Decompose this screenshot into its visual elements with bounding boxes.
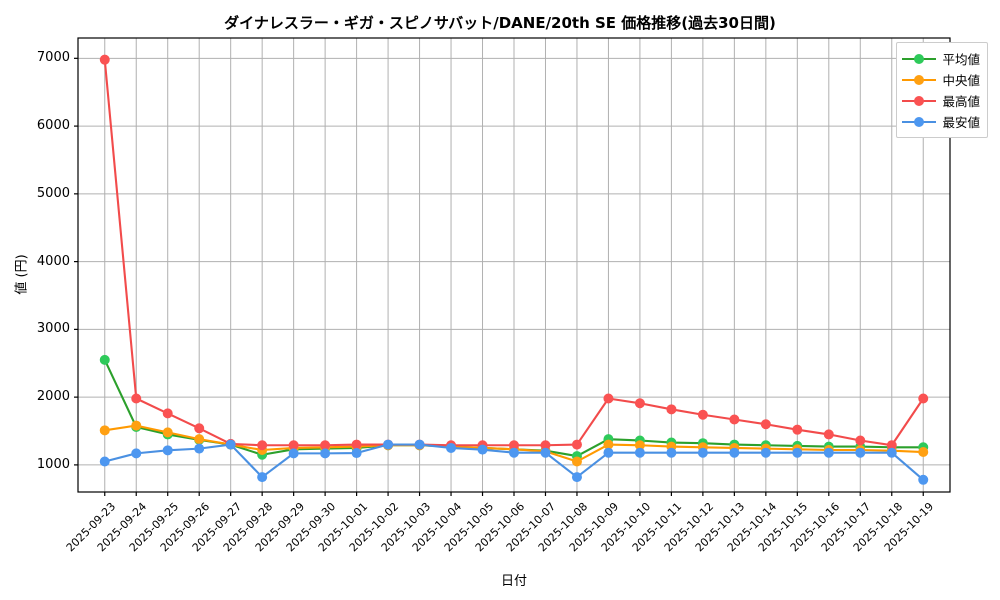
data-point-marker: [540, 447, 551, 458]
data-point-marker: [194, 434, 205, 445]
data-point-marker: [792, 447, 803, 458]
data-point-marker: [162, 445, 173, 456]
data-point-marker: [918, 474, 929, 485]
legend-item[interactable]: 最高値: [902, 90, 980, 111]
data-point-marker: [320, 448, 331, 459]
legend-item[interactable]: 中央値: [902, 69, 980, 90]
legend-swatch-icon: [902, 74, 937, 86]
data-point-marker: [131, 393, 142, 404]
data-point-marker: [886, 447, 897, 458]
y-tick-label: 5000: [36, 185, 70, 201]
data-point-marker: [162, 427, 173, 438]
data-point-marker: [351, 448, 362, 459]
data-point-marker: [509, 447, 519, 458]
data-point-marker: [446, 442, 457, 453]
data-point-marker: [257, 472, 268, 483]
data-point-marker: [225, 439, 236, 450]
data-point-marker: [855, 435, 866, 446]
data-point-marker: [760, 447, 771, 458]
data-point-marker: [697, 409, 708, 420]
data-point-marker: [540, 440, 551, 451]
data-point-marker: [729, 447, 740, 458]
data-point-marker: [351, 439, 362, 450]
data-point-marker: [194, 423, 205, 434]
data-point-marker: [666, 404, 677, 415]
data-point-marker: [603, 447, 614, 458]
data-point-marker: [477, 444, 488, 455]
data-point-marker: [603, 439, 614, 450]
data-point-marker: [257, 440, 268, 451]
chart-title: ダイナレスラー・ギガ・スピノサバット/DANE/20th SE 価格推移(過去3…: [224, 14, 776, 32]
legend-item[interactable]: 最安値: [902, 111, 980, 132]
data-point-marker: [99, 425, 110, 436]
legend-swatch-icon: [902, 116, 937, 128]
data-point-marker: [792, 424, 803, 435]
x-axis-label: 日付: [500, 574, 527, 589]
gridlines: [78, 38, 950, 492]
data-point-marker: [634, 440, 645, 451]
data-point-marker: [571, 439, 582, 450]
series-4: [99, 439, 929, 485]
y-tick-label: 2000: [36, 389, 70, 405]
axis-ticks: [74, 57, 924, 496]
data-point-marker: [823, 447, 834, 458]
data-point-marker: [288, 440, 299, 451]
y-tick-label: 6000: [36, 118, 70, 134]
legend-item[interactable]: 平均値: [902, 48, 980, 69]
legend-swatch-icon: [902, 53, 937, 65]
data-point-marker: [288, 448, 299, 459]
data-point-marker: [131, 448, 142, 459]
data-point-marker: [855, 447, 866, 458]
legend-swatch-icon: [902, 95, 937, 107]
y-axis-label: 値 (円): [14, 254, 30, 295]
data-point-marker: [571, 472, 582, 483]
legend-label: 平均値: [942, 52, 980, 67]
data-point-marker: [571, 456, 582, 467]
y-tick-label: 1000: [36, 456, 70, 472]
data-point-marker: [886, 440, 897, 451]
data-point-marker: [634, 398, 645, 409]
y-tick-label: 3000: [36, 321, 70, 337]
data-point-marker: [194, 443, 205, 454]
data-point-marker: [509, 440, 519, 451]
data-point-marker: [729, 414, 740, 425]
data-point-marker: [414, 439, 425, 450]
legend-label: 最高値: [942, 94, 980, 109]
data-point-marker: [99, 54, 110, 65]
data-point-marker: [823, 429, 834, 440]
legend-label: 最安値: [942, 115, 980, 130]
data-point-marker: [634, 447, 645, 458]
data-point-marker: [383, 439, 394, 450]
data-point-marker: [99, 354, 110, 365]
y-tick-label: 4000: [36, 253, 70, 269]
y-tick-label: 7000: [36, 50, 70, 66]
data-point-marker: [320, 440, 331, 451]
legend-label: 中央値: [942, 73, 980, 88]
chart-legend: 平均値中央値最高値最安値: [896, 42, 988, 138]
data-point-marker: [99, 456, 110, 467]
data-point-marker: [760, 419, 771, 430]
data-point-marker: [918, 393, 929, 404]
data-point-marker: [918, 447, 929, 458]
data-point-marker: [603, 393, 614, 404]
data-point-marker: [666, 447, 677, 458]
data-point-marker: [162, 408, 173, 419]
data-point-marker: [697, 447, 708, 458]
data-series: [99, 54, 929, 485]
data-point-marker: [131, 420, 142, 431]
